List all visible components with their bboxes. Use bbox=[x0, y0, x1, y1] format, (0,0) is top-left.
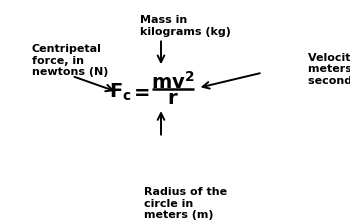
Text: Centripetal
force, in
newtons (N): Centripetal force, in newtons (N) bbox=[32, 44, 108, 77]
Text: $\mathbf{=}$: $\mathbf{=}$ bbox=[130, 83, 150, 101]
Text: Radius of the
circle in
meters (m): Radius of the circle in meters (m) bbox=[144, 187, 227, 220]
Text: Velocity in
meters per
second (m/s): Velocity in meters per second (m/s) bbox=[308, 53, 350, 86]
Text: $\mathbf{mv^2}$: $\mathbf{mv^2}$ bbox=[151, 70, 194, 92]
Text: $\mathbf{F_c}$: $\mathbf{F_c}$ bbox=[110, 81, 132, 103]
Text: Mass in
kilograms (kg): Mass in kilograms (kg) bbox=[140, 15, 231, 37]
Text: $\mathbf{r}$: $\mathbf{r}$ bbox=[167, 90, 178, 108]
